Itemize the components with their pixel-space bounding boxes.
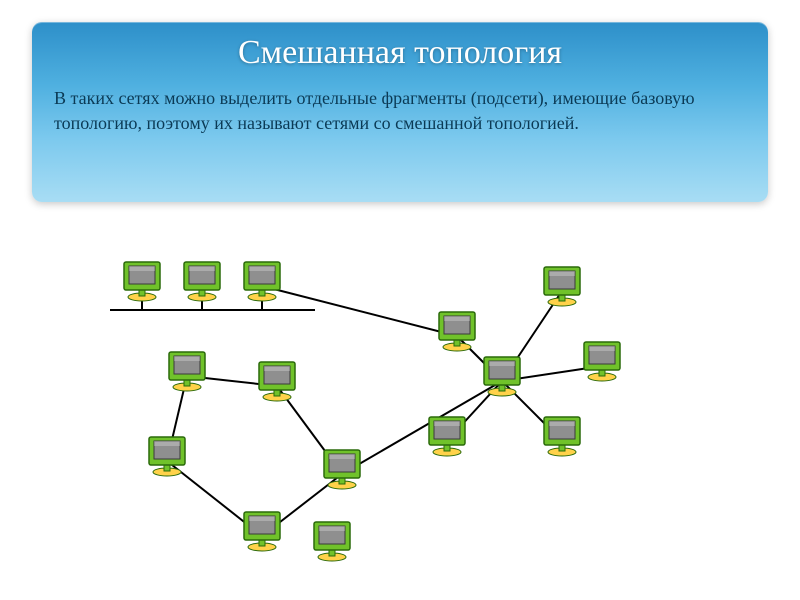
network-edges xyxy=(80,240,680,580)
computer-icon xyxy=(180,260,224,302)
slide-description: В таких сетях можно выделить отдельные ф… xyxy=(54,86,746,136)
computer-icon xyxy=(540,265,584,307)
computer-icon xyxy=(480,355,524,397)
computer-icon xyxy=(425,415,469,457)
computer-icon xyxy=(240,260,284,302)
computer-icon xyxy=(120,260,164,302)
computer-icon xyxy=(580,340,624,382)
network-diagram xyxy=(80,240,680,580)
computer-icon xyxy=(310,520,354,562)
computer-icon xyxy=(320,448,364,490)
computer-icon xyxy=(240,510,284,552)
computer-icon xyxy=(540,415,584,457)
header-band: Смешанная топология В таких сетях можно … xyxy=(32,22,768,202)
computer-icon xyxy=(145,435,189,477)
computer-icon xyxy=(165,350,209,392)
computer-icon xyxy=(435,310,479,352)
computer-icon xyxy=(255,360,299,402)
slide-title: Смешанная топология xyxy=(32,34,768,72)
